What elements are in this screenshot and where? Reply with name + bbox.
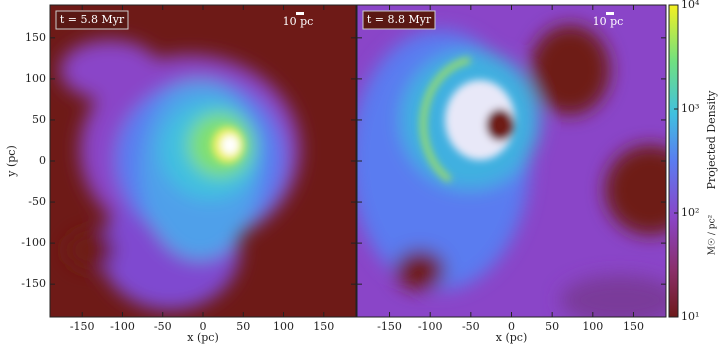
- x-tick-label: -100: [418, 320, 443, 333]
- density-map: [50, 5, 356, 317]
- density-map: [357, 5, 666, 317]
- x-tick-label: -50: [154, 320, 172, 333]
- y-tick-label: 150: [25, 31, 46, 44]
- x-tick-label: 50: [236, 320, 250, 333]
- x-tick-label: 0: [508, 320, 515, 333]
- x-tick-label: 150: [623, 320, 644, 333]
- colorbar-tick-label: 10¹: [681, 310, 699, 323]
- x-tick-label: 0: [200, 320, 207, 333]
- x-tick-label: -50: [462, 320, 480, 333]
- label-box: [362, 10, 436, 30]
- x-tick-label: 50: [545, 320, 559, 333]
- x-tick-label: 150: [313, 320, 334, 333]
- y-axis-label: y (pc): [5, 145, 18, 178]
- panel-label: t = 8.8 Myr: [367, 13, 432, 26]
- scale-bar: [296, 12, 304, 15]
- scale-bar: [606, 12, 614, 15]
- x-axis-label: x (pc): [187, 331, 219, 344]
- y-tick-label: 50: [32, 113, 46, 126]
- colorbar-tick-label: 10³: [681, 102, 699, 115]
- colorbar-unit: M☉ / pc²: [708, 214, 718, 255]
- colorbar-label: Projected Density: [705, 90, 718, 190]
- x-tick-label: 100: [582, 320, 603, 333]
- colorbar: [668, 4, 679, 318]
- x-axis-label: x (pc): [496, 331, 528, 344]
- x-tick-label: 100: [273, 320, 294, 333]
- y-tick-label: 0: [39, 154, 46, 167]
- y-tick-label: -150: [21, 277, 46, 290]
- scale-bar-label: 10 pc: [283, 15, 314, 28]
- x-tick-label: -150: [377, 320, 402, 333]
- y-tick-label: 100: [25, 72, 46, 85]
- y-tick-label: -50: [28, 195, 46, 208]
- x-tick-label: -100: [110, 320, 135, 333]
- x-tick-label: -150: [70, 320, 95, 333]
- y-tick-label: -100: [21, 236, 46, 249]
- panel-label: t = 5.8 Myr: [60, 13, 125, 26]
- label-box: [55, 10, 129, 30]
- scale-bar-label: 10 pc: [593, 15, 624, 28]
- colorbar-tick-label: 10²: [681, 206, 699, 219]
- colorbar-tick-label: 10⁴: [681, 0, 700, 11]
